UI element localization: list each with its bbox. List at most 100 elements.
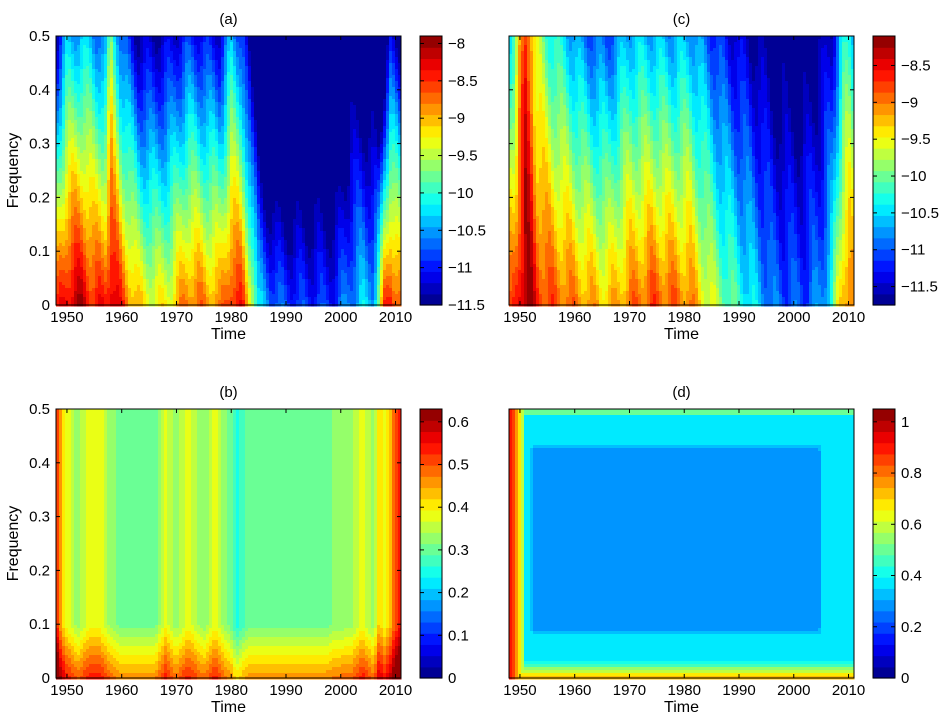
field-cell [74,228,78,232]
field-cell [74,135,78,139]
field-cell [80,282,84,286]
field-cell [65,195,69,199]
field-cell [59,240,63,244]
field-cell [74,180,78,184]
field-cell [83,66,87,70]
field-cell [65,189,69,193]
field-cell [59,36,63,40]
field-cell [65,297,69,301]
field-cell [56,264,60,268]
field-cell [80,264,84,268]
field-cell [74,213,78,217]
field-cell [77,96,81,100]
field-cell [80,180,84,184]
field-cell [59,159,63,163]
field-cell [65,237,69,241]
field-cell [77,171,81,175]
field-cell [62,177,66,181]
field-cell [77,162,81,166]
field-cell [62,75,66,79]
field-cell [74,108,78,112]
field-cell [62,234,66,238]
field-cell [59,150,63,154]
field-cell [77,192,81,196]
field-cell [80,99,84,103]
field-cell [83,63,87,67]
field-cell [80,252,84,256]
field-cell [56,279,60,283]
field-cell [62,36,66,40]
field-cell [83,108,87,112]
field-cell [80,186,84,190]
field-cell [62,42,66,46]
field-cell [62,129,66,133]
field-cell [62,240,66,244]
field-cell [59,180,63,184]
field-cell [56,96,60,100]
field-cell [68,36,72,40]
field-cell [80,300,84,304]
field-cell [59,126,63,130]
field-cell [59,174,63,178]
field-cell [74,111,78,115]
field-cell [56,84,60,88]
field-cell [68,243,72,247]
field-cell [77,255,81,259]
field-cell [56,270,60,274]
field-cell [65,69,69,73]
field-cell [80,150,84,154]
field-cell [65,81,69,85]
field-cell [68,297,72,301]
field-cell [80,228,84,232]
field-cell [71,75,75,79]
field-cell [59,90,63,94]
field-cell [77,129,81,133]
field-cell [74,87,78,91]
field-cell [71,81,75,85]
field-cell [59,219,63,223]
field-cell [77,120,81,124]
field-cell [74,36,78,40]
field-cell [65,141,69,145]
field-cell [68,102,72,106]
field-cell [71,210,75,214]
field-cell [74,285,78,289]
field-cell [56,213,60,217]
field-cell [62,231,66,235]
field-cell [62,174,66,178]
field-cell [59,198,63,202]
field-cell [62,138,66,142]
field-cell [80,267,84,271]
field-cell [68,252,72,256]
field-cell [77,231,81,235]
field-cell [77,156,81,160]
field-cell [71,294,75,298]
field-cell [77,45,81,49]
field-cell [83,51,87,55]
field-cell [74,255,78,259]
field-cell [56,135,60,139]
field-cell [68,159,72,163]
field-cell [74,249,78,253]
field-cell [74,288,78,292]
field-cell [80,171,84,175]
field-cell [59,228,63,232]
field-cell [80,279,84,283]
field-cell [80,45,84,49]
field-cell [80,84,84,88]
field-cell [74,297,78,301]
field-cell [65,267,69,271]
field-cell [62,126,66,130]
field-cell [77,225,81,229]
field-cell [56,267,60,271]
field-cell [68,39,72,43]
field-cell [80,192,84,196]
field-cell [65,255,69,259]
field-cell [62,195,66,199]
field-cell [68,183,72,187]
field-cell [74,291,78,295]
field-cell [83,123,87,127]
field-cell [65,228,69,232]
field-cell [62,276,66,280]
field-cell [68,66,72,70]
